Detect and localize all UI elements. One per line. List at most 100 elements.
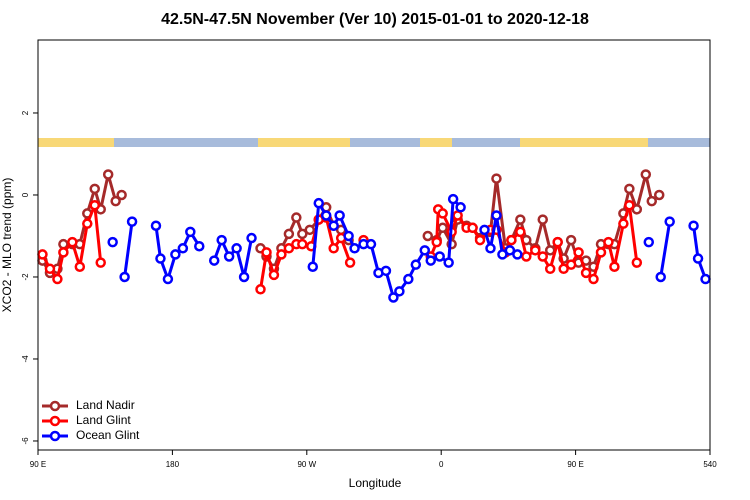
data-point [544, 245, 556, 256]
x-tick-label: 90 E [567, 460, 583, 469]
data-point [403, 273, 414, 285]
data-point [343, 230, 354, 242]
data-point [595, 247, 607, 258]
data-point [107, 236, 118, 248]
data-point [177, 243, 189, 254]
data-point [291, 212, 302, 223]
data-point [349, 243, 360, 254]
data-point [320, 210, 332, 221]
data-point [565, 259, 577, 270]
data-point [126, 216, 138, 227]
data-point [437, 208, 448, 219]
land-band [420, 138, 452, 147]
data-point [328, 243, 339, 254]
data-point [700, 273, 711, 285]
legend-marker [49, 400, 61, 412]
data-point [624, 199, 635, 211]
y-axis-label: XCO2 - MLO trend (ppm) [0, 178, 14, 313]
data-point [452, 210, 463, 221]
legend-label: Land Nadir [76, 398, 135, 412]
data-point [297, 238, 308, 250]
data-point [467, 222, 478, 234]
data-point [313, 197, 324, 209]
data-point [410, 259, 422, 270]
y-tick-label: 2 [21, 110, 30, 115]
data-point [89, 199, 100, 211]
data-point [530, 245, 541, 256]
data-point [603, 236, 614, 248]
data-point [95, 257, 106, 268]
data-point [688, 220, 699, 231]
data-point [565, 234, 577, 246]
data-point [116, 189, 127, 201]
y-tick-label: -4 [21, 355, 30, 363]
chart-title: 42.5N-47.5N November (Ver 10) 2015-01-01… [161, 11, 589, 28]
data-point [261, 247, 272, 258]
x-tick-label: 180 [166, 460, 180, 469]
land-band [258, 138, 350, 147]
data-point [58, 247, 69, 258]
data-point [185, 226, 196, 238]
y-tick-label: -6 [21, 437, 30, 445]
data-point [238, 271, 250, 283]
data-point [485, 243, 496, 254]
data-point [640, 169, 652, 180]
data-point [150, 220, 162, 231]
data-point [521, 251, 532, 262]
data-point [44, 263, 56, 275]
data-point [491, 173, 502, 184]
plot-area [37, 169, 711, 303]
data-point [422, 230, 434, 242]
data-point [216, 234, 227, 246]
data-point [447, 193, 459, 205]
data-point [110, 195, 121, 207]
data-point [580, 267, 592, 279]
data-point [102, 169, 114, 180]
data-point [255, 284, 266, 295]
data-point [631, 257, 643, 268]
x-tick-label: 540 [703, 460, 717, 469]
data-point [631, 204, 643, 215]
data-point [437, 222, 448, 234]
x-tick-label: 90 E [30, 460, 46, 469]
data-point [504, 245, 516, 256]
data-point [692, 253, 704, 264]
data-point [664, 216, 675, 227]
land-mask-strip [38, 138, 710, 147]
data-point [624, 183, 635, 195]
ocean-band [38, 138, 710, 147]
data-point [276, 249, 287, 260]
data-point [425, 255, 436, 266]
data-point [515, 226, 526, 238]
x-tick-label: 90 W [297, 460, 316, 469]
data-point [552, 236, 563, 248]
legend-label: Ocean Glint [76, 428, 140, 442]
data-point [208, 255, 220, 266]
data-point [119, 271, 130, 283]
data-point [643, 236, 655, 248]
data-point [537, 251, 548, 262]
land-band [520, 138, 648, 147]
data-point [246, 232, 257, 244]
legend-label: Land Glint [76, 413, 131, 427]
data-point [443, 257, 454, 268]
data-point [474, 234, 486, 246]
data-point [194, 240, 205, 252]
data-point [82, 218, 93, 229]
data-point [419, 245, 431, 256]
data-point [388, 292, 399, 303]
y-tick-label: -2 [21, 273, 30, 281]
data-point [74, 261, 86, 272]
data-point [431, 236, 442, 248]
data-point [307, 261, 319, 272]
data-point [455, 202, 466, 213]
data-point [506, 234, 517, 246]
x-axis-label: Longitude [349, 476, 402, 490]
data-point [515, 214, 526, 225]
data-point [283, 243, 295, 254]
data-point [344, 257, 356, 268]
data-point [231, 243, 242, 254]
data-point [618, 218, 629, 229]
x-tick-label: 0 [439, 460, 444, 469]
